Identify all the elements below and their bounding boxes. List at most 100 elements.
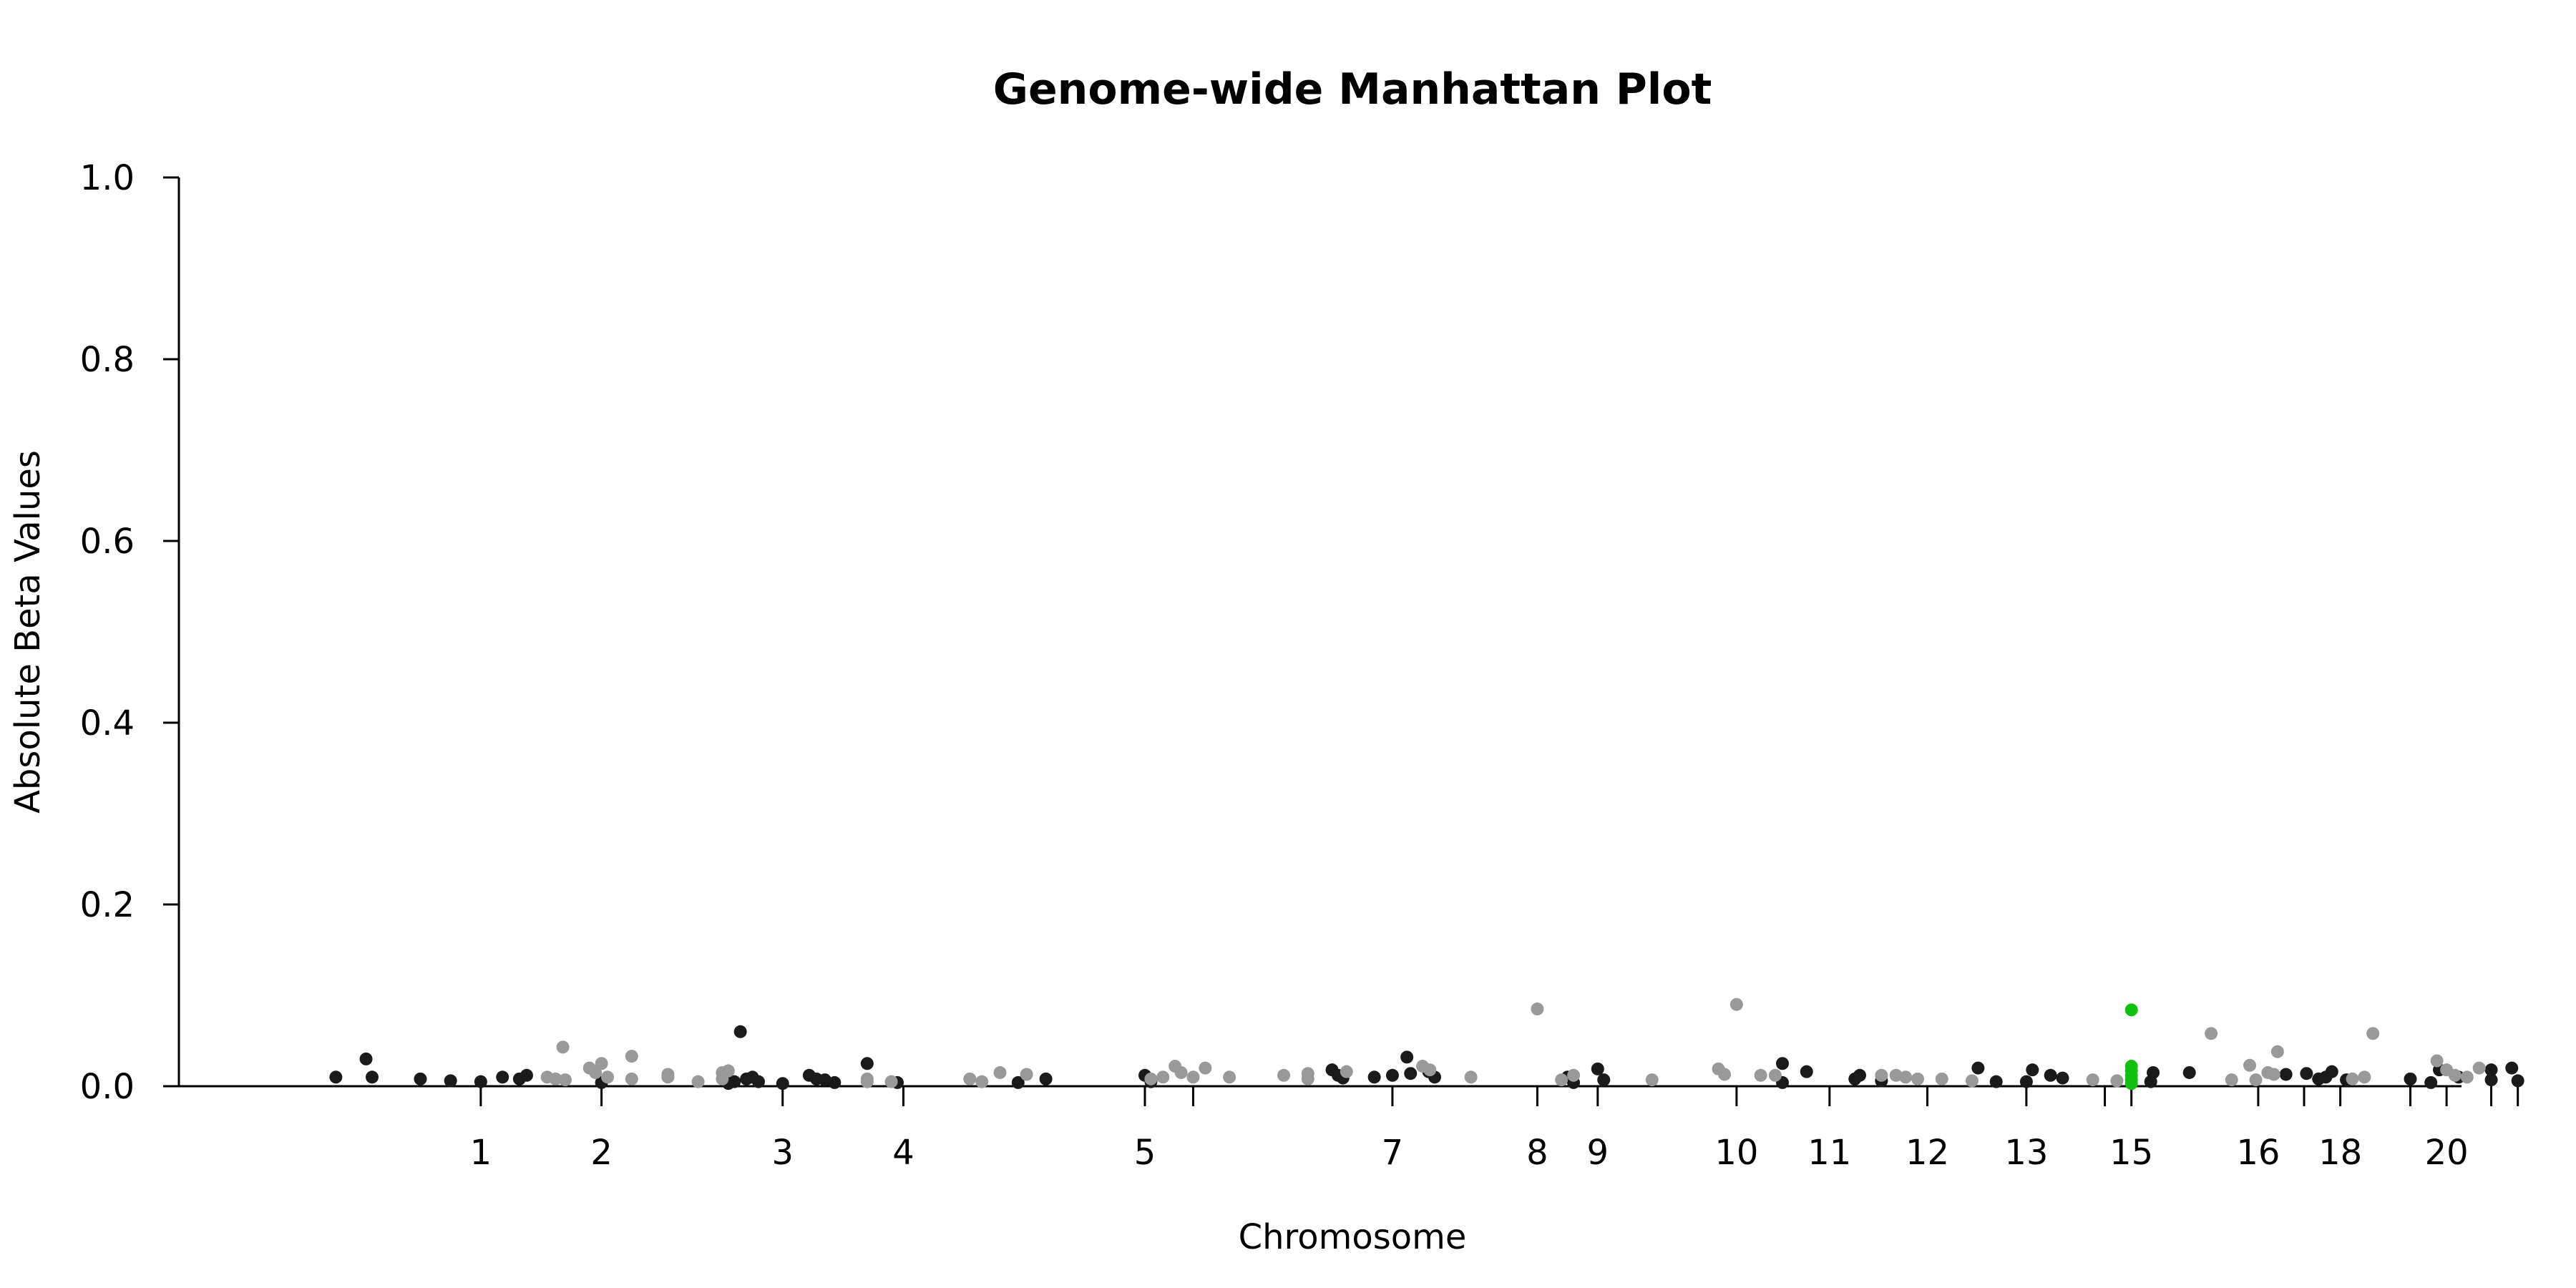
data-point-dark xyxy=(414,1072,427,1085)
data-point-light xyxy=(1186,1070,1200,1084)
x-tick-label: 1 xyxy=(470,1133,492,1173)
data-point-light xyxy=(2086,1073,2099,1087)
data-point-dark xyxy=(1039,1072,1053,1085)
data-point-light xyxy=(975,1075,989,1088)
data-point-highlight xyxy=(2124,1077,2138,1091)
data-point-dark xyxy=(818,1073,831,1087)
x-tick-label: 3 xyxy=(771,1133,794,1173)
data-point-light xyxy=(1768,1068,1782,1082)
data-point-light xyxy=(1645,1073,1659,1087)
data-point-dark xyxy=(520,1068,533,1082)
data-point-light xyxy=(589,1065,602,1079)
data-point-light xyxy=(661,1068,675,1081)
data-point-light xyxy=(2243,1058,2257,1072)
x-tick-label: 11 xyxy=(1807,1133,1851,1173)
x-tick-label: 9 xyxy=(1587,1133,1609,1173)
data-point-dark xyxy=(1597,1073,1611,1087)
data-point-dark xyxy=(2505,1061,2519,1075)
data-point-dark xyxy=(1776,1057,1789,1070)
data-point-light xyxy=(625,1050,638,1063)
data-point-light xyxy=(2448,1068,2462,1082)
data-point-light xyxy=(1423,1063,1437,1077)
data-point-light xyxy=(1889,1068,1903,1082)
y-tick-label: 0.0 xyxy=(80,1067,135,1107)
data-point-dark xyxy=(1385,1068,1399,1082)
x-tick-label: 2 xyxy=(590,1133,613,1173)
data-point-dark xyxy=(1989,1075,2003,1088)
data-point-light xyxy=(2472,1061,2486,1075)
data-point-light xyxy=(1911,1072,1924,1085)
data-point-dark xyxy=(444,1074,457,1088)
x-tick-label: 13 xyxy=(2004,1133,2048,1173)
data-point-light xyxy=(1156,1070,1170,1084)
data-point-light xyxy=(1875,1068,1888,1082)
data-point-light xyxy=(2358,1070,2371,1084)
data-point-light xyxy=(691,1075,705,1088)
data-point-light xyxy=(2270,1045,2284,1058)
data-point-dark xyxy=(2424,1075,2438,1089)
data-point-light xyxy=(1464,1070,1478,1084)
x-tick-label: 10 xyxy=(1714,1133,1758,1173)
data-point-dark xyxy=(2019,1075,2033,1088)
data-point-light xyxy=(2110,1074,2124,1088)
data-point-light xyxy=(556,1040,570,1054)
data-point-light xyxy=(2249,1073,2263,1087)
data-point-dark xyxy=(1591,1062,1604,1075)
data-point-dark xyxy=(1853,1068,1866,1082)
data-point-dark xyxy=(828,1075,841,1089)
data-point-dark xyxy=(2182,1065,2196,1079)
y-ticks: 0.0 0.2 0.4 0.6 0.8 1.0 xyxy=(80,158,179,1107)
x-tick-label: 8 xyxy=(1526,1133,1548,1173)
data-point-light xyxy=(2366,1027,2380,1040)
x-tick-label: 15 xyxy=(2109,1133,2153,1173)
data-point-light xyxy=(2346,1072,2359,1085)
data-point-dark xyxy=(2484,1073,2498,1087)
data-point-light xyxy=(1223,1070,1236,1084)
data-point-light xyxy=(963,1072,977,1085)
y-tick-label: 0.2 xyxy=(80,885,135,925)
data-point-light xyxy=(1301,1072,1314,1085)
x-axis-label: Chromosome xyxy=(1239,1217,1467,1257)
data-point-light xyxy=(1555,1073,1568,1087)
data-point-light xyxy=(625,1072,638,1085)
data-point-light xyxy=(884,1075,898,1088)
data-point-light xyxy=(1020,1068,1033,1081)
data-point-highlight xyxy=(2124,1003,2138,1017)
data-point-dark xyxy=(1011,1075,1025,1089)
data-point-light xyxy=(601,1070,615,1084)
data-point-light xyxy=(1729,997,1743,1011)
data-point-dark xyxy=(1800,1065,1813,1078)
data-point-dark xyxy=(359,1052,373,1065)
data-point-light xyxy=(1754,1068,1767,1082)
data-point-dark xyxy=(366,1070,379,1084)
y-tick-label: 0.4 xyxy=(80,703,135,743)
data-point-light xyxy=(1340,1065,1353,1078)
data-point-light xyxy=(2430,1054,2444,1068)
data-point-dark xyxy=(2026,1063,2039,1077)
data-point-dark xyxy=(2279,1068,2293,1081)
x-tick-label: 12 xyxy=(1906,1133,1949,1173)
data-point-light xyxy=(1174,1065,1188,1079)
data-point-dark xyxy=(329,1070,343,1084)
x-tick-label: 16 xyxy=(2236,1133,2280,1173)
data-point-light xyxy=(1277,1068,1291,1082)
data-point-dark xyxy=(2056,1071,2069,1085)
y-tick-label: 1.0 xyxy=(80,158,135,198)
data-point-dark xyxy=(2484,1063,2498,1077)
data-point-light xyxy=(1718,1068,1731,1081)
data-point-dark xyxy=(474,1075,487,1088)
data-point-light xyxy=(1935,1072,1948,1085)
data-point-dark xyxy=(2144,1075,2157,1088)
data-point-light xyxy=(595,1057,608,1070)
y-tick-label: 0.8 xyxy=(80,340,135,380)
data-point-dark xyxy=(1400,1050,1414,1064)
data-point-dark xyxy=(752,1075,765,1088)
data-point-dark xyxy=(2325,1065,2338,1078)
x-tick-label: 7 xyxy=(1382,1133,1404,1173)
x-tick-label: 4 xyxy=(892,1133,914,1173)
data-point-light xyxy=(559,1073,572,1087)
data-point-light xyxy=(993,1065,1007,1079)
data-point-light xyxy=(2460,1070,2474,1084)
chart-title: Genome-wide Manhattan Plot xyxy=(993,64,1712,114)
data-point-light xyxy=(1199,1061,1212,1075)
